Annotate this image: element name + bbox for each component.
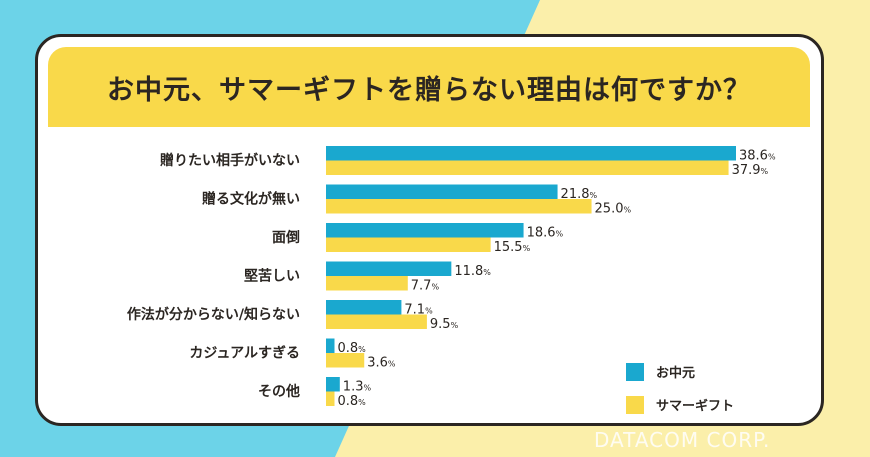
bar <box>326 300 402 315</box>
legend-item-summer-gift: サマーギフト <box>626 388 734 421</box>
category-label: カジュアルすぎる <box>189 345 300 362</box>
bar <box>326 314 427 329</box>
bar <box>326 146 736 161</box>
data-label: 38.6% <box>739 149 776 164</box>
bar <box>326 199 592 214</box>
category-label: その他 <box>258 383 300 400</box>
data-label: 9.5% <box>430 317 459 332</box>
data-label: 21.8% <box>561 187 598 202</box>
category-label: 贈りたい相手がいない <box>160 152 300 169</box>
data-label: 7.7% <box>411 279 440 294</box>
legend-item-ochugen: お中元 <box>626 355 734 388</box>
data-label: 3.6% <box>367 356 396 371</box>
data-label: 15.5% <box>494 240 531 255</box>
bar <box>326 184 558 199</box>
category-label: 堅苦しい <box>244 268 300 285</box>
data-label: 25.0% <box>595 202 632 217</box>
category-label: 贈る文化が無い <box>202 191 300 208</box>
bar <box>326 276 408 291</box>
data-label: 7.1% <box>404 303 433 318</box>
category-label: 面倒 <box>272 229 300 246</box>
bar <box>326 377 340 392</box>
category-label: 作法が分からない/知らない <box>127 306 300 323</box>
bar <box>326 261 452 276</box>
data-label: 37.9% <box>732 163 769 178</box>
title-bar: お中元、サマーギフトを贈らない理由は何ですか？ <box>48 47 810 127</box>
data-label: 18.6% <box>527 226 564 241</box>
data-label: 1.3% <box>343 380 372 395</box>
chart-title: お中元、サマーギフトを贈らない理由は何ですか？ <box>107 74 751 106</box>
bar <box>326 237 491 252</box>
legend: お中元 サマーギフト <box>626 355 734 421</box>
bar <box>326 160 729 175</box>
data-label: 0.8% <box>337 341 366 356</box>
legend-label: お中元 <box>656 366 696 381</box>
legend-label: サマーギフト <box>656 399 735 414</box>
data-label: 11.8% <box>454 264 491 279</box>
bar <box>326 223 524 238</box>
bar <box>326 391 335 406</box>
data-label: 0.8% <box>337 394 366 409</box>
bar <box>326 353 365 368</box>
bar <box>326 338 335 353</box>
legend-swatch <box>626 362 644 381</box>
brand-watermark: DATACOM CORP. <box>594 428 771 452</box>
legend-swatch <box>626 395 644 414</box>
